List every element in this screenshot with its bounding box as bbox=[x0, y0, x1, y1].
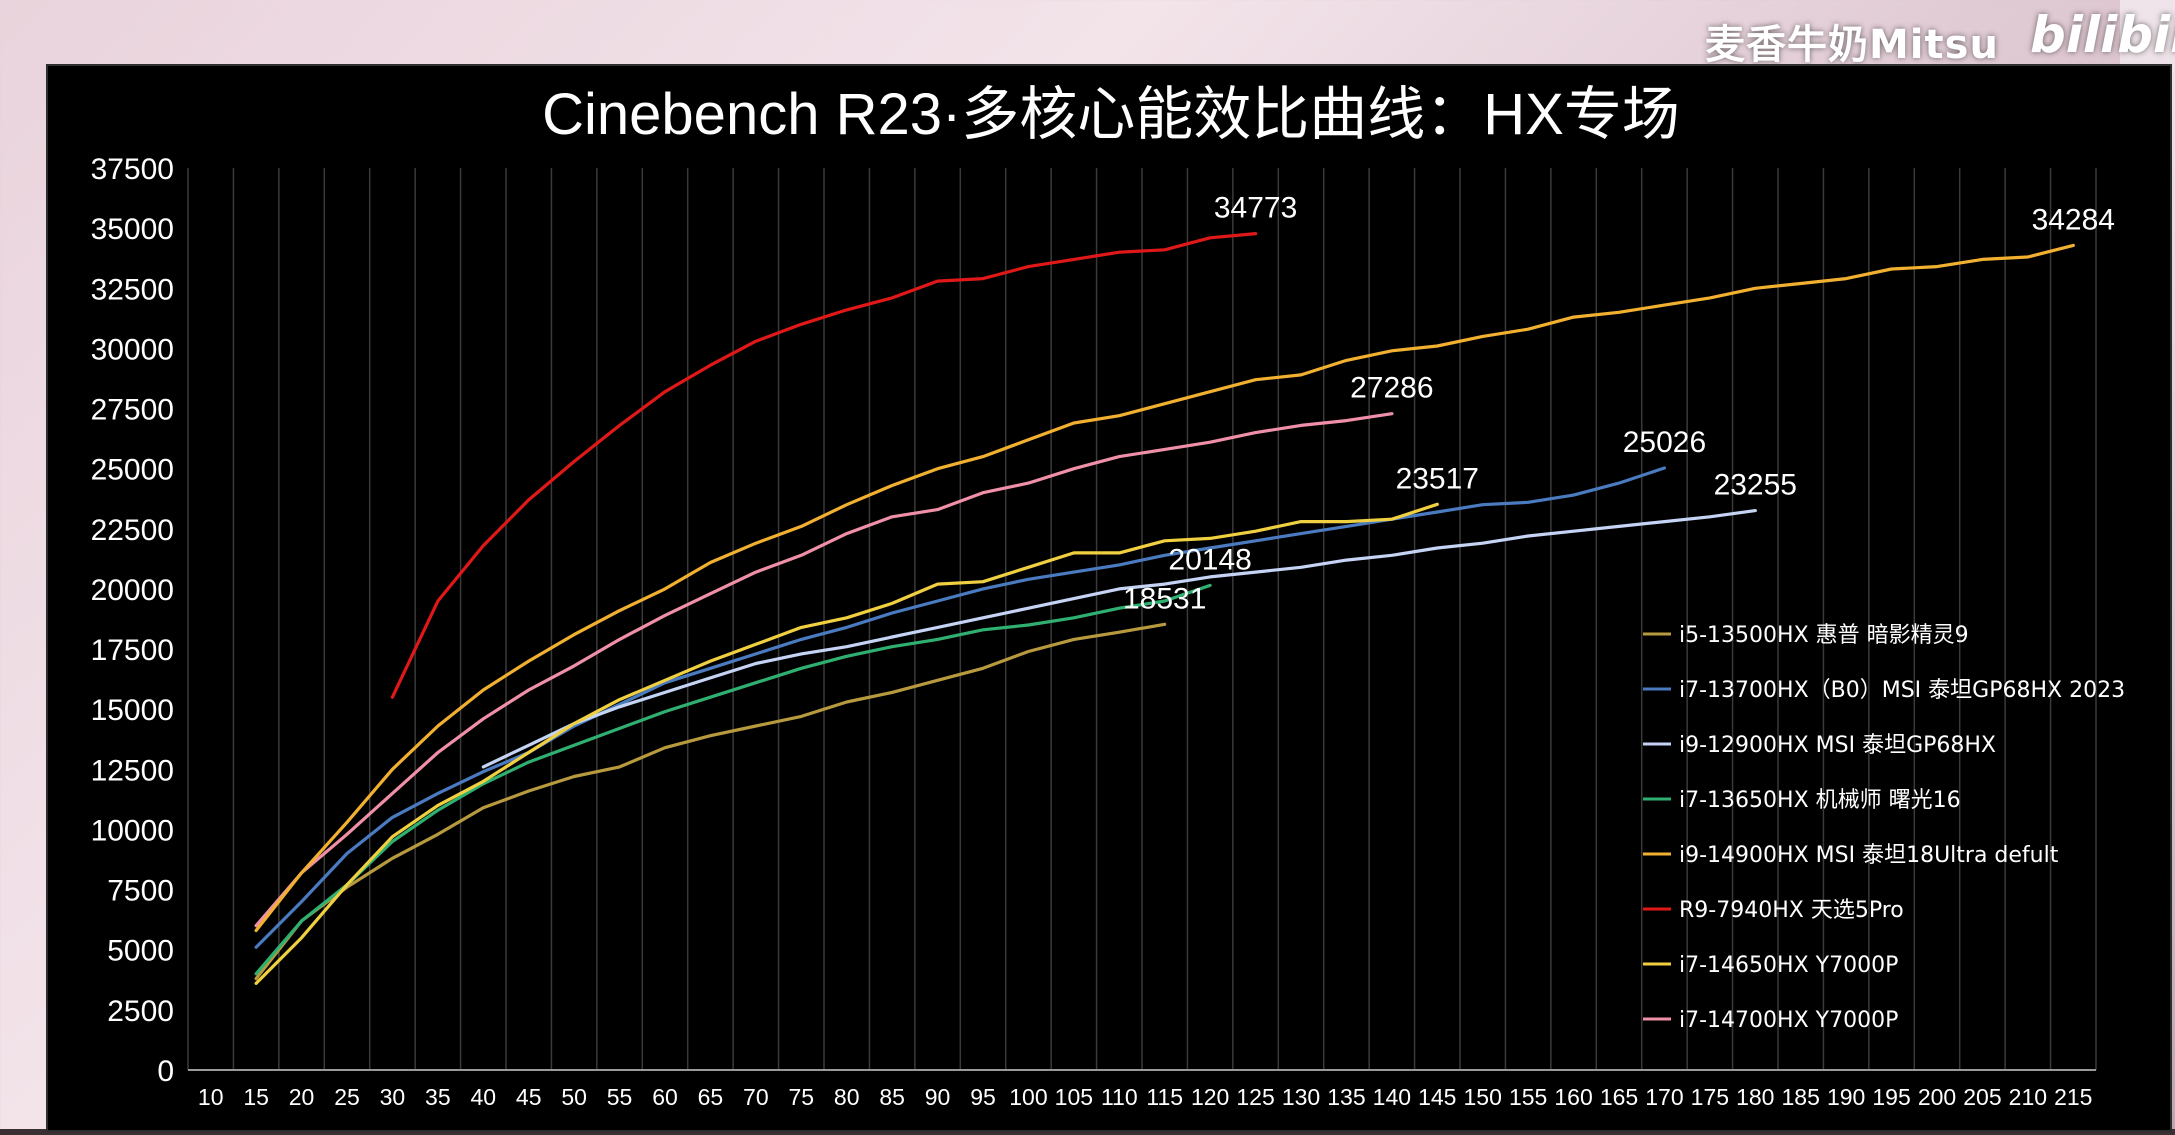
x-tick-label: 70 bbox=[743, 1084, 769, 1110]
series-line bbox=[481, 509, 1757, 769]
x-tick-label: 30 bbox=[380, 1084, 406, 1110]
x-tick-label: 205 bbox=[1963, 1084, 2001, 1110]
x-tick-label: 195 bbox=[1872, 1084, 1910, 1110]
data-label: 34284 bbox=[2032, 203, 2115, 236]
y-tick-label: 10000 bbox=[91, 814, 174, 847]
legend-entry: i5-13500HX 惠普 暗影精灵9 bbox=[1679, 623, 1969, 648]
data-label: 20148 bbox=[1168, 543, 1251, 576]
x-tick-label: 160 bbox=[1554, 1084, 1592, 1110]
legend-entry: i7-13700HX（B0）MSI 泰坦GP68HX 2023 bbox=[1679, 678, 2125, 703]
y-tick-label: 32500 bbox=[91, 273, 174, 306]
x-tick-label: 125 bbox=[1236, 1084, 1274, 1110]
legend-entry: i9-14900HX MSI 泰坦18Ultra defult bbox=[1679, 843, 2059, 868]
data-label: 23517 bbox=[1396, 462, 1479, 495]
x-tick-label: 25 bbox=[334, 1084, 360, 1110]
chart-title: Cinebench R23·多核心能效比曲线：HX专场 bbox=[542, 82, 1680, 147]
data-label: 18531 bbox=[1123, 582, 1206, 615]
brand-logo: bilibili bbox=[2030, 6, 2175, 64]
series-line bbox=[390, 232, 1258, 699]
x-tick-label: 150 bbox=[1464, 1084, 1502, 1110]
axis-layer: 0 2500 5000 7500 10000 12500 15000 17500 20000 22… bbox=[91, 153, 2096, 1110]
x-tick-label: 85 bbox=[879, 1084, 905, 1110]
y-tick-label: 22500 bbox=[91, 514, 174, 547]
x-tick-label: 115 bbox=[1146, 1084, 1183, 1110]
x-tick-label: 35 bbox=[425, 1084, 451, 1110]
x-tick-label: 10 bbox=[198, 1084, 224, 1110]
legend-entry: i7-14700HX Y7000P bbox=[1679, 1008, 1898, 1033]
y-tick-label: 35000 bbox=[91, 213, 174, 246]
series-layer bbox=[254, 232, 2075, 986]
legend-entry: i7-14650HX Y7000P bbox=[1679, 953, 1898, 978]
x-tick-label: 50 bbox=[561, 1084, 587, 1110]
x-tick-label: 55 bbox=[607, 1084, 633, 1110]
x-tick-label: 215 bbox=[2054, 1084, 2092, 1110]
y-tick-label: 27500 bbox=[91, 394, 174, 427]
data-label: 27286 bbox=[1350, 372, 1433, 405]
grid-layer bbox=[187, 168, 2097, 1070]
legend-entry: i9-12900HX MSI 泰坦GP68HX bbox=[1679, 733, 1996, 758]
x-tick-label: 45 bbox=[516, 1084, 542, 1110]
x-tick-label: 95 bbox=[970, 1084, 996, 1110]
x-tick-label: 100 bbox=[1009, 1084, 1047, 1110]
series-line bbox=[254, 622, 1167, 981]
chart-svg: Cinebench R23·多核心能效比曲线：HX专场 0 2500 5000 750… bbox=[91, 82, 2126, 1110]
x-tick-label: 90 bbox=[925, 1084, 951, 1110]
x-tick-label: 15 bbox=[243, 1084, 269, 1110]
background-strip bbox=[0, 1129, 2175, 1135]
y-tick-label: 0 bbox=[157, 1055, 174, 1088]
y-tick-label: 25000 bbox=[91, 454, 174, 487]
x-tick-label: 200 bbox=[1918, 1084, 1956, 1110]
channel-watermark: 麦香牛奶Mitsu bbox=[1705, 22, 1999, 68]
series-line bbox=[254, 243, 2075, 933]
chart-panel: Cinebench R23·多核心能效比曲线：HX专场 0 2500 5000 750… bbox=[46, 64, 2172, 1132]
x-tick-label: 185 bbox=[1782, 1084, 1820, 1110]
y-tick-label: 5000 bbox=[107, 935, 174, 968]
x-tick-label: 120 bbox=[1191, 1084, 1229, 1110]
series-line bbox=[254, 583, 1212, 976]
y-tick-label: 12500 bbox=[91, 754, 174, 787]
x-tick-label: 20 bbox=[289, 1084, 315, 1110]
series-line bbox=[254, 412, 1394, 928]
y-tick-label: 15000 bbox=[91, 694, 174, 727]
x-tick-label: 190 bbox=[1827, 1084, 1865, 1110]
x-tick-label: 80 bbox=[834, 1084, 860, 1110]
x-tick-label: 145 bbox=[1418, 1084, 1456, 1110]
series-line bbox=[254, 502, 1439, 986]
x-tick-label: 60 bbox=[652, 1084, 678, 1110]
x-tick-label: 110 bbox=[1101, 1084, 1138, 1110]
x-tick-label: 75 bbox=[788, 1084, 814, 1110]
x-tick-label: 130 bbox=[1282, 1084, 1320, 1110]
x-tick-label: 165 bbox=[1600, 1084, 1638, 1110]
x-tick-label: 105 bbox=[1055, 1084, 1093, 1110]
x-tick-label: 40 bbox=[470, 1084, 496, 1110]
legend: i5-13500HX 惠普 暗影精灵9 i7-13700HX（B0）MSI 泰坦G… bbox=[1643, 623, 2125, 1033]
y-tick-label: 20000 bbox=[91, 574, 174, 607]
x-tick-label: 175 bbox=[1691, 1084, 1729, 1110]
data-label: 23255 bbox=[1714, 469, 1797, 502]
x-tick-label: 180 bbox=[1736, 1084, 1774, 1110]
x-tick-label: 65 bbox=[698, 1084, 724, 1110]
legend-entry: R9-7940HX 天选5Pro bbox=[1679, 898, 1904, 923]
legend-entry: i7-13650HX 机械师 曙光16 bbox=[1679, 788, 1961, 813]
y-tick-label: 2500 bbox=[107, 995, 174, 1028]
y-tick-label: 7500 bbox=[107, 875, 174, 908]
y-tick-label: 37500 bbox=[91, 153, 174, 186]
y-tick-label: 17500 bbox=[91, 634, 174, 667]
x-tick-label: 155 bbox=[1509, 1084, 1547, 1110]
data-label: 25026 bbox=[1623, 426, 1706, 459]
x-tick-label: 135 bbox=[1327, 1084, 1365, 1110]
x-tick-label: 170 bbox=[1645, 1084, 1683, 1110]
data-label: 34773 bbox=[1214, 192, 1297, 225]
x-tick-label: 140 bbox=[1373, 1084, 1411, 1110]
x-tick-label: 210 bbox=[2009, 1084, 2047, 1110]
y-tick-label: 30000 bbox=[91, 333, 174, 366]
series-line bbox=[254, 466, 1667, 949]
